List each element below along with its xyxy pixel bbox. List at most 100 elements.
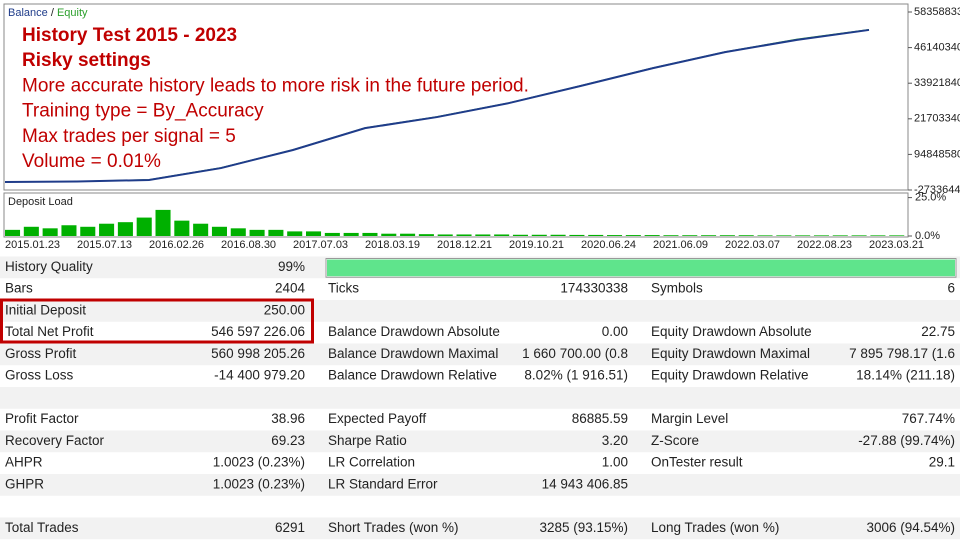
- annotation: More accurate history leads to more risk…: [22, 75, 529, 96]
- cell-value: 3006 (94.54%): [866, 520, 955, 535]
- y-tick-label: -27336440: [914, 184, 960, 196]
- cell-value: -27.88 (99.74%): [858, 433, 955, 448]
- row-bg: [0, 430, 960, 453]
- cell-label: Balance Drawdown Absolute: [328, 324, 500, 339]
- x-tick-label: 2017.07.03: [293, 239, 348, 251]
- load-bar: [512, 234, 528, 236]
- load-bar: [174, 220, 190, 236]
- load-bar: [776, 235, 792, 236]
- cell-label: Margin Level: [651, 411, 728, 426]
- y-tick-label: 0.0%: [915, 230, 940, 242]
- load-bar: [268, 229, 284, 236]
- load-bar: [531, 234, 547, 236]
- cell-label: OnTester result: [651, 455, 743, 470]
- x-tick-label: 2015.01.23: [5, 239, 60, 251]
- chart-layer: 583588330 461403400 339218400 217033400 9484…: [4, 6, 960, 251]
- load-bar: [663, 235, 679, 236]
- y-tick-label: 461403400: [914, 42, 960, 54]
- y-tick-label: 339218400: [914, 77, 960, 89]
- load-bar: [682, 235, 698, 236]
- load-bar: [757, 235, 773, 236]
- x-tick-label: 2023.03.21: [869, 239, 924, 251]
- annotation: History Test 2015 - 2023: [22, 25, 237, 46]
- x-tick-label: 2021.06.09: [653, 239, 708, 251]
- cell-label: Initial Deposit: [5, 302, 86, 317]
- x-tick-label: 2022.08.23: [797, 239, 852, 251]
- cell-value: 99%: [278, 259, 305, 274]
- row-bg: [0, 343, 960, 366]
- load-bar: [61, 225, 77, 236]
- annotation: Risky settings: [22, 50, 151, 71]
- cell-label: Bars: [5, 281, 33, 296]
- cell-value: 86885.59: [572, 411, 628, 426]
- cell-value: 1 660 700.00 (0.8: [522, 346, 628, 361]
- cell-label: Equity Drawdown Relative: [651, 368, 809, 383]
- load-bar: [400, 233, 416, 236]
- row-bg: [0, 300, 960, 322]
- y-tick-label: 94848580: [914, 148, 960, 160]
- cell-value: 250.00: [264, 302, 305, 317]
- balance-panel: [3, 3, 909, 191]
- load-bar: [42, 228, 58, 236]
- stats-table: History Quality 99% Bars 2404 Ticks 174330338…: [0, 256, 960, 540]
- cell-label: GHPR: [5, 476, 44, 491]
- cell-label: LR Correlation: [328, 455, 415, 470]
- cell-label: LR Standard Error: [328, 476, 438, 491]
- y-tick-label: 25.0%: [915, 192, 946, 204]
- cell-value: 22.75: [921, 324, 955, 339]
- cell-value: 14 943 406.85: [542, 476, 628, 491]
- load-bar: [475, 234, 491, 236]
- series-line: [4, 28, 870, 184]
- load-bar: [851, 235, 867, 236]
- load-bar: [155, 209, 171, 236]
- load-bar: [437, 234, 453, 236]
- cell-label: AHPR: [5, 455, 43, 470]
- x-tick-label: 2020.06.24: [581, 239, 636, 251]
- legend-entry: Balance: [8, 7, 48, 19]
- cell-value: 38.96: [271, 411, 305, 426]
- load-bar: [644, 235, 660, 236]
- cell-label: Long Trades (won %): [651, 520, 779, 535]
- cell-label: Sharpe Ratio: [328, 433, 407, 448]
- load-bar: [343, 232, 359, 236]
- cell-label: Ticks: [328, 281, 359, 296]
- cell-label: Short Trades (won %): [328, 520, 459, 535]
- annotation: Max trades per signal = 5: [22, 126, 236, 147]
- cell-value: 2404: [275, 281, 306, 296]
- x-tick-label: 2019.10.21: [509, 239, 564, 251]
- x-tick-label: 2016.02.26: [149, 239, 204, 251]
- load-bar: [795, 235, 811, 236]
- cell-label: Equity Drawdown Maximal: [651, 346, 810, 361]
- highlight-box: [0, 298, 314, 344]
- cell-value: 3285 (93.15%): [539, 520, 628, 535]
- cell-value: 1.0023 (0.23%): [213, 476, 305, 491]
- load-bar: [230, 228, 246, 236]
- load-bar: [324, 232, 340, 236]
- cell-label: Z-Score: [651, 433, 699, 448]
- load-bar: [607, 235, 623, 236]
- legend-entry: Equity: [57, 7, 88, 19]
- cell-value: 0.00: [602, 324, 628, 339]
- load-bar: [362, 232, 378, 236]
- load-bar: [550, 234, 566, 236]
- cell-value: 7 895 798.17 (1.6: [849, 346, 955, 361]
- cell-value: 560 998 205.26: [211, 346, 305, 361]
- load-bar: [588, 234, 604, 236]
- load-bar: [701, 235, 717, 236]
- x-tick-label: 2016.08.30: [221, 239, 276, 251]
- cell-label: Recovery Factor: [5, 433, 105, 448]
- x-tick-label: 2018.03.19: [365, 239, 420, 251]
- cell-label: Equity Drawdown Absolute: [651, 324, 812, 339]
- cell-value: 3.20: [602, 433, 628, 448]
- cell-label: Balance Drawdown Relative: [328, 368, 497, 383]
- load-bar: [456, 234, 472, 236]
- load-bar: [832, 235, 848, 236]
- load-bar: [211, 226, 227, 236]
- cell-value: 29.1: [929, 455, 955, 470]
- load-bar: [249, 229, 265, 236]
- load-bar: [813, 235, 829, 236]
- cell-value: 767.74%: [902, 411, 955, 426]
- cell-value: 69.23: [271, 433, 305, 448]
- cell-value: 18.14% (211.18): [856, 368, 955, 383]
